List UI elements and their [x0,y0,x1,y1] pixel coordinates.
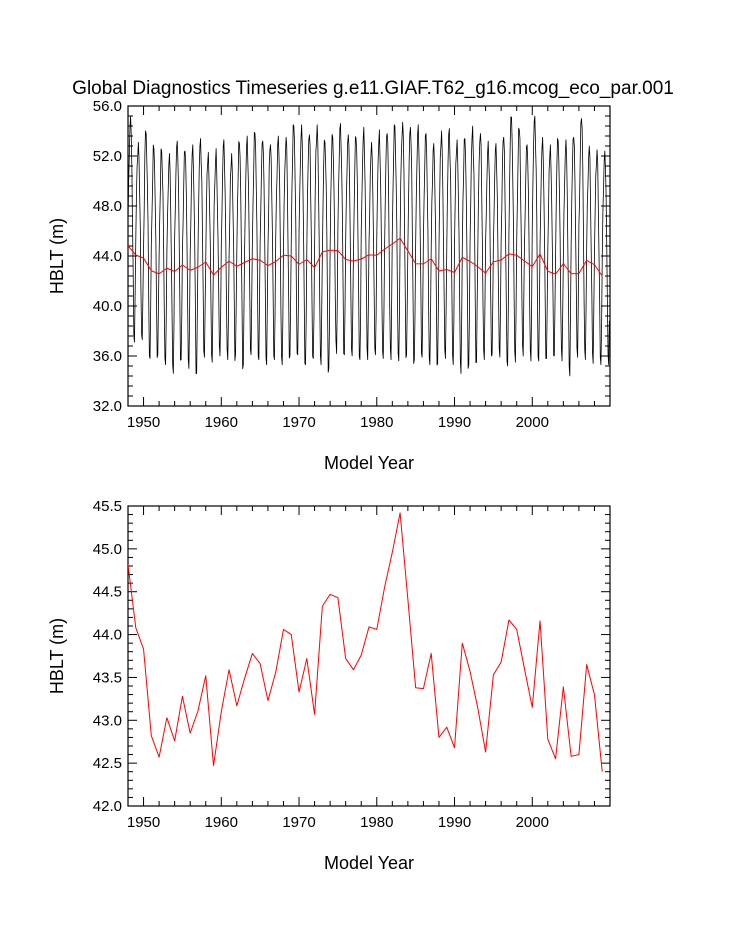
chart-panel-1: Global Diagnostics Timeseries g.e11.GIAF… [47,78,674,473]
series-line-monthly [128,116,609,376]
y-tick-label: 36.0 [93,348,122,365]
x-tick-label: 1960 [205,814,238,831]
y-tick-label: 42.0 [93,798,122,815]
series-line-annual-mean [128,513,602,772]
x-tick-label: 1990 [438,814,471,831]
chart-title: Global Diagnostics Timeseries g.e11.GIAF… [72,78,674,99]
y-tick-label: 45.0 [93,541,122,558]
x-tick-label: 1990 [438,414,471,431]
series-line-annual-mean [128,238,602,276]
y-axis-label: HBLT (m) [47,618,67,694]
y-tick-label: 52.0 [93,148,122,165]
x-tick-label: 1980 [360,814,393,831]
y-tick-label: 45.5 [93,498,122,515]
y-tick-label: 42.5 [93,755,122,772]
y-axis-label: HBLT (m) [47,218,67,294]
figure: Global Diagnostics Timeseries g.e11.GIAF… [0,0,733,945]
x-tick-label: 2000 [516,814,549,831]
y-tick-label: 43.0 [93,712,122,729]
y-tick-label: 44.0 [93,627,122,644]
x-tick-label: 2000 [516,414,549,431]
y-tick-label: 43.5 [93,669,122,686]
x-axis-label: Model Year [324,853,414,873]
x-tick-label: 1980 [360,414,393,431]
y-tick-label: 44.5 [93,584,122,601]
x-tick-label: 1970 [282,814,315,831]
y-tick-label: 48.0 [93,198,122,215]
chart-panel-2: 1950 1960 1970 1980 1990 2000 42.0 42.5 43.0 43.5… [47,498,610,873]
y-tick-label: 40.0 [93,298,122,315]
x-tick-label: 1950 [127,414,160,431]
x-tick-label: 1970 [282,414,315,431]
x-tick-label: 1950 [127,814,160,831]
y-tick-label: 56.0 [93,98,122,115]
x-axis-label: Model Year [324,453,414,473]
plot-frame [128,506,610,806]
y-tick-label: 32.0 [93,398,122,415]
y-tick-label: 44.0 [93,248,122,265]
x-tick-label: 1960 [205,414,238,431]
